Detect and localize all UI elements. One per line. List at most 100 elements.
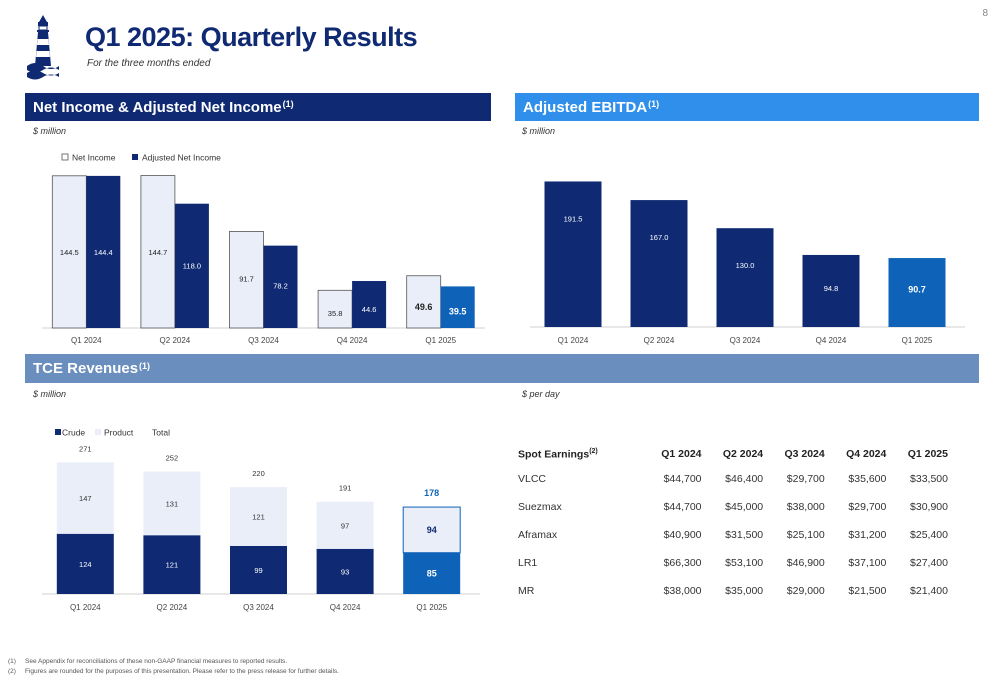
crude-bar (143, 535, 201, 594)
ebitda-bar (716, 228, 774, 327)
row-label: LR1 (518, 557, 538, 569)
x-tick-label: Q1 2024 (71, 336, 102, 345)
data-label: 93 (341, 567, 349, 576)
row-label: Aframax (518, 529, 558, 541)
footnote: (2) Figures are rounded for the purposes … (8, 667, 339, 677)
x-tick-label: Q2 2024 (157, 603, 188, 612)
net-income-banner: Net Income & Adjusted Net Income (1) (25, 93, 491, 121)
crude-bar (403, 552, 461, 594)
row-label: Suezmax (518, 501, 562, 513)
product-bar (316, 501, 374, 549)
spot-earnings-table: Spot Earnings(2) Q1 2024 Q2 2024 Q3 2024… (518, 443, 948, 605)
x-tick-label: Q1 2025 (416, 603, 447, 612)
legend-label: Total (152, 428, 170, 438)
tce-banner: TCE Revenues (1) (25, 354, 979, 383)
legend-label: Net Income (72, 153, 116, 163)
total-label: 178 (424, 488, 439, 498)
table-cell: $29,700 (848, 501, 887, 513)
table-cell: $44,700 (663, 473, 702, 485)
legend-label: Adjusted Net Income (142, 153, 221, 163)
data-label: 94 (427, 525, 437, 535)
crude-bar (316, 548, 374, 594)
spot-earnings-header: Spot Earnings(2) (518, 443, 640, 465)
table-row: LR1 $66,300 $53,100 $46,900 $37,100 $27,… (518, 549, 948, 577)
adjusted-net-income-bar (352, 281, 387, 328)
net-income-bar (229, 231, 264, 329)
adjusted-net-income-bar (86, 175, 121, 328)
footnote: (1) See Appendix for reconciliations of t… (8, 657, 339, 667)
column-header: Q3 2024 (784, 448, 825, 460)
table-row: VLCC $44,700 $46,400 $29,700 $35,600 $33… (518, 465, 948, 493)
data-label: 144.7 (149, 248, 168, 257)
data-label: 118.0 (183, 261, 201, 270)
footnote-text: Figures are rounded for the purposes of … (25, 668, 339, 675)
ebitda-bar (888, 258, 946, 327)
table-cell: $46,400 (725, 473, 764, 485)
net-income-bar (317, 289, 353, 329)
tce-title: TCE Revenues (33, 360, 139, 377)
table-cell: $45,000 (725, 501, 764, 513)
x-tick-label: Q3 2024 (248, 336, 279, 345)
table-cell: $46,900 (786, 557, 825, 569)
net-income-bar (406, 275, 442, 329)
total-label: 220 (252, 469, 265, 478)
x-tick-label: Q4 2024 (337, 336, 368, 345)
table-cell: $35,600 (848, 473, 887, 485)
table-cell: $25,400 (910, 529, 948, 541)
data-label: 35.8 (328, 309, 343, 318)
table-cell: $40,900 (663, 529, 702, 541)
crude-bar (230, 545, 287, 594)
lighthouse-logo-icon (27, 15, 59, 80)
legend-swatch-adjusted-net-income (132, 154, 138, 160)
data-label: 124 (79, 560, 92, 569)
data-label: 121 (252, 513, 265, 522)
table-cell: $31,200 (848, 529, 887, 541)
total-label: 271 (79, 444, 92, 453)
adjusted-net-income-bar (174, 203, 209, 328)
data-label: 39.5 (449, 306, 467, 316)
data-label: 144.5 (60, 248, 79, 257)
table-cell: $27,400 (910, 557, 948, 569)
data-label: 78.2 (273, 281, 288, 290)
spot-unit: $ per day (522, 389, 560, 399)
tce-chart: Crude Product Total 124 147 271 Q1 2024 121 131 2… (42, 428, 480, 612)
net-income-title: Net Income & Adjusted Net Income (33, 98, 282, 116)
data-label: 94.8 (824, 284, 839, 293)
product-bar (56, 462, 114, 534)
ebitda-banner: Adjusted EBITDA (1) (515, 93, 979, 121)
tce-unit: $ million (33, 389, 67, 399)
footnote-number: (2) (8, 668, 16, 675)
data-label: 131 (166, 499, 179, 508)
ebitda-chart: 191.5 Q1 2024 167.0 Q2 2024 130.0 Q3 2024 94.8… (530, 181, 965, 345)
table-cell: $38,000 (663, 585, 702, 597)
page-subtitle: For the three months ended (87, 58, 211, 69)
ebitda-bar (544, 181, 602, 327)
ebitda-note-ref: (1) (648, 99, 660, 109)
table-cell: $31,500 (725, 529, 764, 541)
data-label: 147 (79, 494, 92, 503)
column-header: Q4 2024 (846, 448, 887, 460)
x-tick-label: Q2 2024 (644, 336, 675, 345)
table-row: MR $38,000 $35,000 $29,000 $21,500 $21,4… (518, 577, 948, 605)
table-cell: $29,700 (786, 473, 825, 485)
data-label: 99 (254, 566, 262, 575)
footnote-text: See Appendix for reconciliations of thes… (25, 658, 288, 665)
x-tick-label: Q1 2025 (425, 336, 456, 345)
ebitda-unit: $ million (522, 126, 556, 136)
column-header: Q1 2024 (661, 448, 702, 460)
footnotes: (1) See Appendix for reconciliations of t… (8, 657, 339, 677)
table-row: Suezmax $44,700 $45,000 $38,000 $29,700 … (518, 493, 948, 521)
spot-table-header-row: Spot Earnings(2) Q1 2024 Q2 2024 Q3 2024… (518, 443, 948, 465)
table-cell: $21,500 (848, 585, 887, 597)
ebitda-bar (802, 254, 860, 327)
crude-bar (56, 533, 114, 594)
product-bar (230, 487, 287, 546)
page-title: Q1 2025: Quarterly Results (85, 22, 418, 52)
tce-note-ref: (1) (139, 360, 151, 371)
legend-swatch-product (95, 429, 101, 435)
legend-label: Crude (62, 428, 85, 438)
total-label: 191 (339, 484, 352, 493)
x-tick-label: Q1 2024 (70, 603, 101, 612)
product-bar (402, 506, 461, 554)
data-label: 91.7 (239, 275, 254, 284)
